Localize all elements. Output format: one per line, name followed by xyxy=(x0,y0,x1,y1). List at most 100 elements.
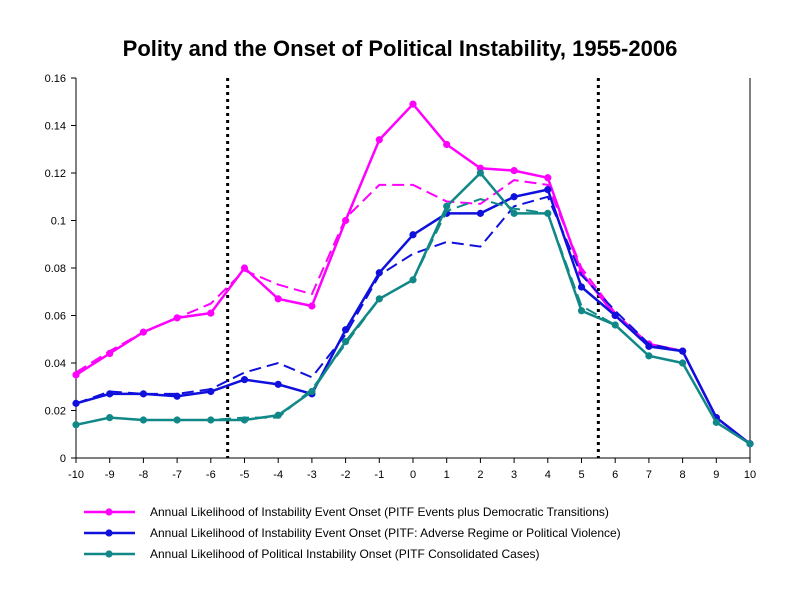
x-tick-label: -7 xyxy=(172,469,182,481)
data-point xyxy=(544,209,552,217)
data-point xyxy=(679,347,687,355)
data-point xyxy=(240,264,249,272)
data-point xyxy=(308,302,316,310)
data-point xyxy=(476,209,484,217)
data-point xyxy=(240,416,249,424)
data-point xyxy=(173,416,181,424)
x-tick-label: -8 xyxy=(139,469,149,481)
data-point xyxy=(409,100,417,108)
data-point xyxy=(342,338,350,346)
data-point xyxy=(240,376,249,384)
x-tick-label: 2 xyxy=(477,469,483,481)
data-point xyxy=(375,136,383,144)
axes: 00.020.040.060.080.10.120.140.16-10 -9 -8-… xyxy=(45,73,757,481)
data-point xyxy=(173,314,181,322)
data-point xyxy=(139,416,147,424)
data-point xyxy=(476,169,484,177)
series-line xyxy=(75,171,751,445)
x-tick-label: 10 xyxy=(744,469,756,481)
y-tick-label: 0.08 xyxy=(45,263,66,275)
x-tick-label: -9 xyxy=(105,469,115,481)
y-tick-label: 0.12 xyxy=(45,168,66,180)
x-tick-label: -6 xyxy=(206,469,216,481)
data-point xyxy=(274,380,282,388)
legend-item: Annual Likelihood of Political Instabili… xyxy=(84,547,540,561)
x-tick-label: -10 xyxy=(68,469,84,481)
legend-label: Annual Likelihood of Political Instabili… xyxy=(150,547,540,561)
y-tick-label: 0.14 xyxy=(45,121,66,133)
data-point xyxy=(207,416,215,424)
series-trend-line xyxy=(75,195,751,445)
x-tick-label: 1 xyxy=(444,469,450,481)
data-point xyxy=(106,414,114,422)
series-trend-line xyxy=(75,179,751,445)
x-tick-label: 6 xyxy=(612,469,618,481)
data-point xyxy=(409,276,417,284)
x-tick-label: 9 xyxy=(713,469,719,481)
data-point xyxy=(106,349,114,358)
data-point xyxy=(106,390,114,398)
x-tick-label: -5 xyxy=(240,469,250,481)
legend-swatch-marker xyxy=(105,529,113,537)
data-point xyxy=(712,418,720,426)
legend-swatch-marker xyxy=(105,508,113,516)
legend-item: Annual Likelihood of Instability Event O… xyxy=(84,526,621,540)
x-tick-label: -2 xyxy=(341,469,351,481)
data-point xyxy=(577,283,586,291)
x-tick-label: -1 xyxy=(374,469,384,481)
data-point xyxy=(409,231,417,239)
series-layer xyxy=(72,100,754,448)
data-point xyxy=(72,371,80,379)
x-tick-label: -3 xyxy=(307,469,317,481)
data-point xyxy=(679,359,687,367)
y-tick-label: 0.04 xyxy=(45,358,66,370)
data-point xyxy=(645,342,653,350)
data-point xyxy=(274,295,282,303)
data-point xyxy=(375,269,383,277)
y-tick-label: 0.06 xyxy=(45,311,66,323)
data-point xyxy=(207,387,215,396)
data-point xyxy=(375,295,383,303)
data-point xyxy=(443,202,451,210)
chart-title: Polity and the Onset of Political Instab… xyxy=(122,36,678,61)
data-point xyxy=(611,311,619,320)
data-point xyxy=(611,321,619,329)
data-point xyxy=(746,440,754,448)
x-tick-label: 7 xyxy=(646,469,652,481)
data-point xyxy=(544,186,552,194)
legend-label: Annual Likelihood of Instability Event O… xyxy=(150,526,621,540)
y-tick-label: 0.16 xyxy=(45,73,66,85)
data-point xyxy=(645,352,653,360)
x-tick-label: 0 xyxy=(410,469,416,481)
x-tick-label: 5 xyxy=(578,469,584,481)
data-point xyxy=(342,326,350,334)
x-tick-label: -4 xyxy=(273,469,283,481)
x-tick-label: 3 xyxy=(511,469,517,481)
data-point xyxy=(510,209,518,217)
data-point xyxy=(510,167,518,175)
legend-item: Annual Likelihood of Instability Event O… xyxy=(84,505,609,519)
series-3 xyxy=(72,169,754,448)
reference-lines xyxy=(226,78,600,458)
x-tick-label: 8 xyxy=(680,469,686,481)
y-tick-label: 0.1 xyxy=(51,216,66,228)
data-point xyxy=(72,399,80,407)
data-point xyxy=(308,387,316,396)
data-point xyxy=(510,193,518,201)
y-tick-label: 0 xyxy=(60,453,66,465)
data-point xyxy=(443,140,451,149)
legend-label: Annual Likelihood of Instability Event O… xyxy=(150,505,609,519)
y-tick-label: 0.02 xyxy=(45,406,66,418)
legend-swatch-marker xyxy=(105,550,113,558)
data-point xyxy=(173,392,181,400)
x-tick-label: 4 xyxy=(545,469,551,481)
data-point xyxy=(577,307,586,315)
data-point xyxy=(544,174,552,182)
data-point xyxy=(139,328,147,336)
data-point xyxy=(139,390,147,398)
data-point xyxy=(207,309,215,317)
legend: Annual Likelihood of Instability Event O… xyxy=(84,505,621,561)
data-point xyxy=(72,421,80,429)
data-point xyxy=(342,216,350,225)
